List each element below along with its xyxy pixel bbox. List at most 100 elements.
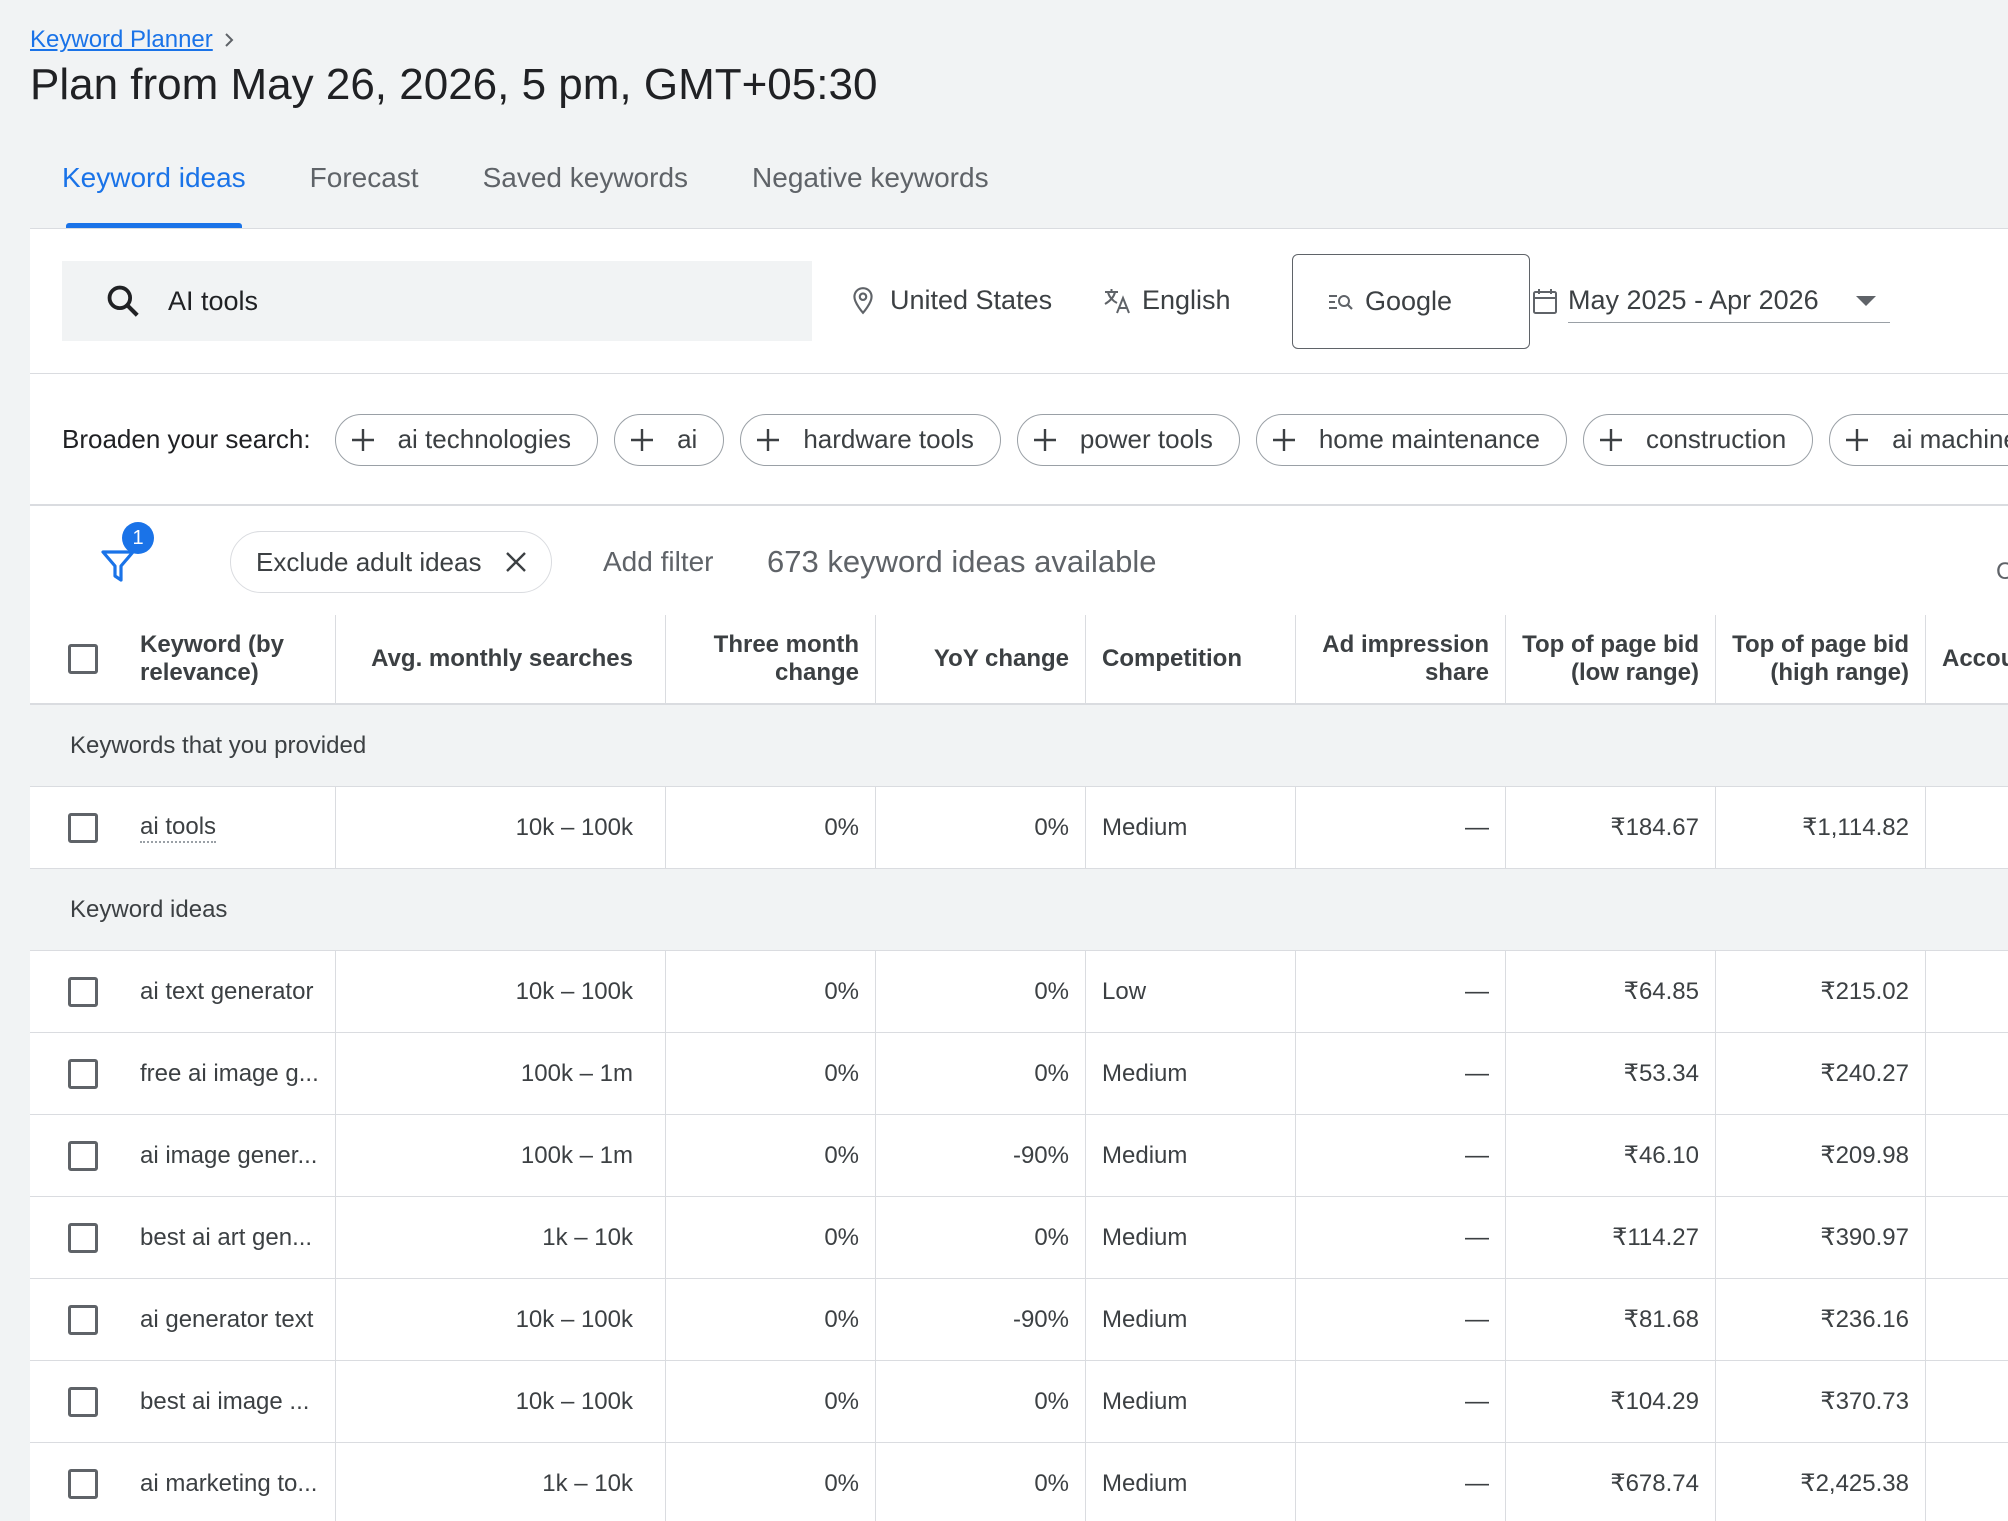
table-row: ai image gener... 100k – 1m 0% -90% Medi…	[30, 1115, 2008, 1197]
keyword-text[interactable]: ai image gener...	[140, 1141, 318, 1169]
column-header-ad-impression-share[interactable]: Ad impression share	[1296, 615, 1506, 703]
broaden-chip-label: hardware tools	[803, 424, 974, 454]
column-header-keyword[interactable]: Keyword (by relevance)	[140, 631, 285, 686]
impression-share-cell: —	[1296, 1033, 1506, 1114]
row-checkbox[interactable]	[68, 1140, 98, 1171]
exclude-adult-ideas-chip[interactable]: Exclude adult ideas	[230, 531, 553, 593]
broaden-chip[interactable]: hardware tools	[740, 413, 1001, 466]
keyword-cell: ai marketing to...	[30, 1443, 336, 1521]
column-header-avg-monthly-searches[interactable]: Avg. monthly searches	[336, 615, 666, 703]
row-checkbox[interactable]	[68, 1304, 98, 1335]
tab-forecast[interactable]: Forecast	[309, 162, 419, 193]
keyword-text[interactable]: ai text generator	[140, 977, 314, 1005]
plus-icon	[1599, 428, 1622, 451]
row-checkbox[interactable]	[68, 1222, 98, 1253]
table-row: ai generator text 10k – 100k 0% -90% Med…	[30, 1279, 2008, 1361]
competition-cell: Medium	[1086, 1197, 1296, 1278]
search-icon	[107, 285, 139, 317]
broaden-chip-label: ai technologies	[397, 424, 572, 454]
keyword-cell: ai tools	[30, 787, 336, 868]
avg-searches-cell: 10k – 100k	[336, 1279, 666, 1360]
keyword-text[interactable]: best ai image ...	[140, 1387, 310, 1415]
broaden-chip-label: ai	[677, 424, 698, 454]
date-range-selector[interactable]: May 2025 - Apr 2026	[1532, 279, 1890, 323]
three-month-change-cell: 0%	[666, 1033, 876, 1114]
account-status-cell	[1926, 1279, 2008, 1360]
impression-share-cell: —	[1296, 1197, 1506, 1278]
tab-negative-keywords[interactable]: Negative keywords	[752, 162, 989, 193]
section-header-provided: Keywords that you provided	[30, 705, 2008, 787]
tab-keyword-ideas[interactable]: Keyword ideas	[30, 150, 278, 228]
competition-cell: Medium	[1086, 787, 1296, 868]
truncated-edge-label: C	[1996, 558, 2008, 585]
keyword-cell: ai text generator	[30, 951, 336, 1032]
account-status-cell	[1926, 1361, 2008, 1442]
keyword-text[interactable]: free ai image g...	[140, 1059, 319, 1087]
bid-high-cell: ₹1,114.82	[1716, 787, 1926, 868]
yoy-change-cell: 0%	[876, 951, 1086, 1032]
impression-share-cell: —	[1296, 787, 1506, 868]
breadcrumb: Keyword Planner	[30, 26, 237, 54]
broaden-chip-label: construction	[1645, 424, 1787, 454]
broaden-chip[interactable]: ai technologies	[334, 413, 599, 466]
broaden-chip[interactable]: power tools	[1016, 413, 1240, 466]
row-checkbox[interactable]	[68, 976, 98, 1007]
tab-saved-keywords[interactable]: Saved keywords	[482, 162, 689, 193]
row-checkbox[interactable]	[68, 1386, 98, 1417]
competition-cell: Low	[1086, 951, 1296, 1032]
broaden-chip[interactable]: construction	[1582, 413, 1814, 466]
account-status-cell	[1926, 1115, 2008, 1196]
impression-share-cell: —	[1296, 1443, 1506, 1521]
column-header-top-bid-high[interactable]: Top of page bid (high range)	[1716, 615, 1926, 703]
search-input[interactable]	[168, 285, 728, 317]
section-header-ideas: Keyword ideas	[30, 869, 2008, 951]
broaden-search-row: Broaden your search: ai technologies ai …	[30, 375, 2008, 506]
keyword-cell: best ai image ...	[30, 1361, 336, 1442]
row-checkbox[interactable]	[68, 1468, 98, 1499]
keyword-text[interactable]: best ai art gen...	[140, 1223, 313, 1251]
column-header-top-bid-low[interactable]: Top of page bid (low range)	[1506, 615, 1716, 703]
column-header-yoy-change[interactable]: YoY change	[876, 615, 1086, 703]
bid-low-cell: ₹104.29	[1506, 1361, 1716, 1442]
keyword-text[interactable]: ai tools	[140, 813, 217, 843]
avg-searches-cell: 100k – 1m	[336, 1033, 666, 1114]
yoy-change-cell: 0%	[876, 1361, 1086, 1442]
impression-share-cell: —	[1296, 1279, 1506, 1360]
search-network-icon	[1329, 294, 1353, 310]
yoy-change-cell: 0%	[876, 1197, 1086, 1278]
filter-count-badge: 1	[122, 522, 154, 554]
row-checkbox[interactable]	[68, 1058, 98, 1089]
bid-low-cell: ₹46.10	[1506, 1115, 1716, 1196]
close-icon[interactable]	[503, 549, 529, 575]
date-range-field[interactable]: May 2025 - Apr 2026	[1568, 279, 1890, 323]
row-checkbox[interactable]	[68, 812, 98, 843]
yoy-change-cell: -90%	[876, 1115, 1086, 1196]
keyword-text[interactable]: ai generator text	[140, 1305, 314, 1333]
bid-low-cell: ₹64.85	[1506, 951, 1716, 1032]
column-header-three-month-change[interactable]: Three month change	[666, 615, 876, 703]
column-header-account-status[interactable]: Accou	[1926, 615, 2008, 703]
add-filter-button[interactable]: Add filter	[603, 546, 714, 577]
yoy-change-cell: 0%	[876, 787, 1086, 868]
keyword-cell: free ai image g...	[30, 1033, 336, 1114]
bid-high-cell: ₹2,425.38	[1716, 1443, 1926, 1521]
bid-low-cell: ₹678.74	[1506, 1443, 1716, 1521]
table-row: best ai image ... 10k – 100k 0% 0% Mediu…	[30, 1361, 2008, 1443]
breadcrumb-keyword-planner-link[interactable]: Keyword Planner	[30, 26, 213, 53]
broaden-chip[interactable]: ai	[614, 413, 725, 466]
location-selector[interactable]: United States	[850, 285, 1052, 316]
broaden-chip[interactable]: home maintenance	[1255, 413, 1567, 466]
plus-icon	[631, 428, 654, 451]
avg-searches-cell: 10k – 100k	[336, 1361, 666, 1442]
column-header-competition[interactable]: Competition	[1086, 615, 1296, 703]
bid-low-cell: ₹114.27	[1506, 1197, 1716, 1278]
table-row: ai tools 10k – 100k 0% 0% Medium — ₹184.…	[30, 787, 2008, 869]
broaden-chip[interactable]: ai machine	[1829, 413, 2008, 466]
select-all-checkbox[interactable]	[68, 644, 98, 674]
page-title: Plan from May 26, 2026, 5 pm, GMT+05:30	[30, 60, 878, 109]
search-network-selector[interactable]: Google	[1292, 254, 1530, 349]
language-selector[interactable]: English	[1102, 285, 1231, 316]
tab-bar: Keyword ideas Forecast Saved keywords Ne…	[30, 150, 1021, 228]
search-box[interactable]	[62, 261, 812, 341]
keyword-text[interactable]: ai marketing to...	[140, 1469, 318, 1497]
